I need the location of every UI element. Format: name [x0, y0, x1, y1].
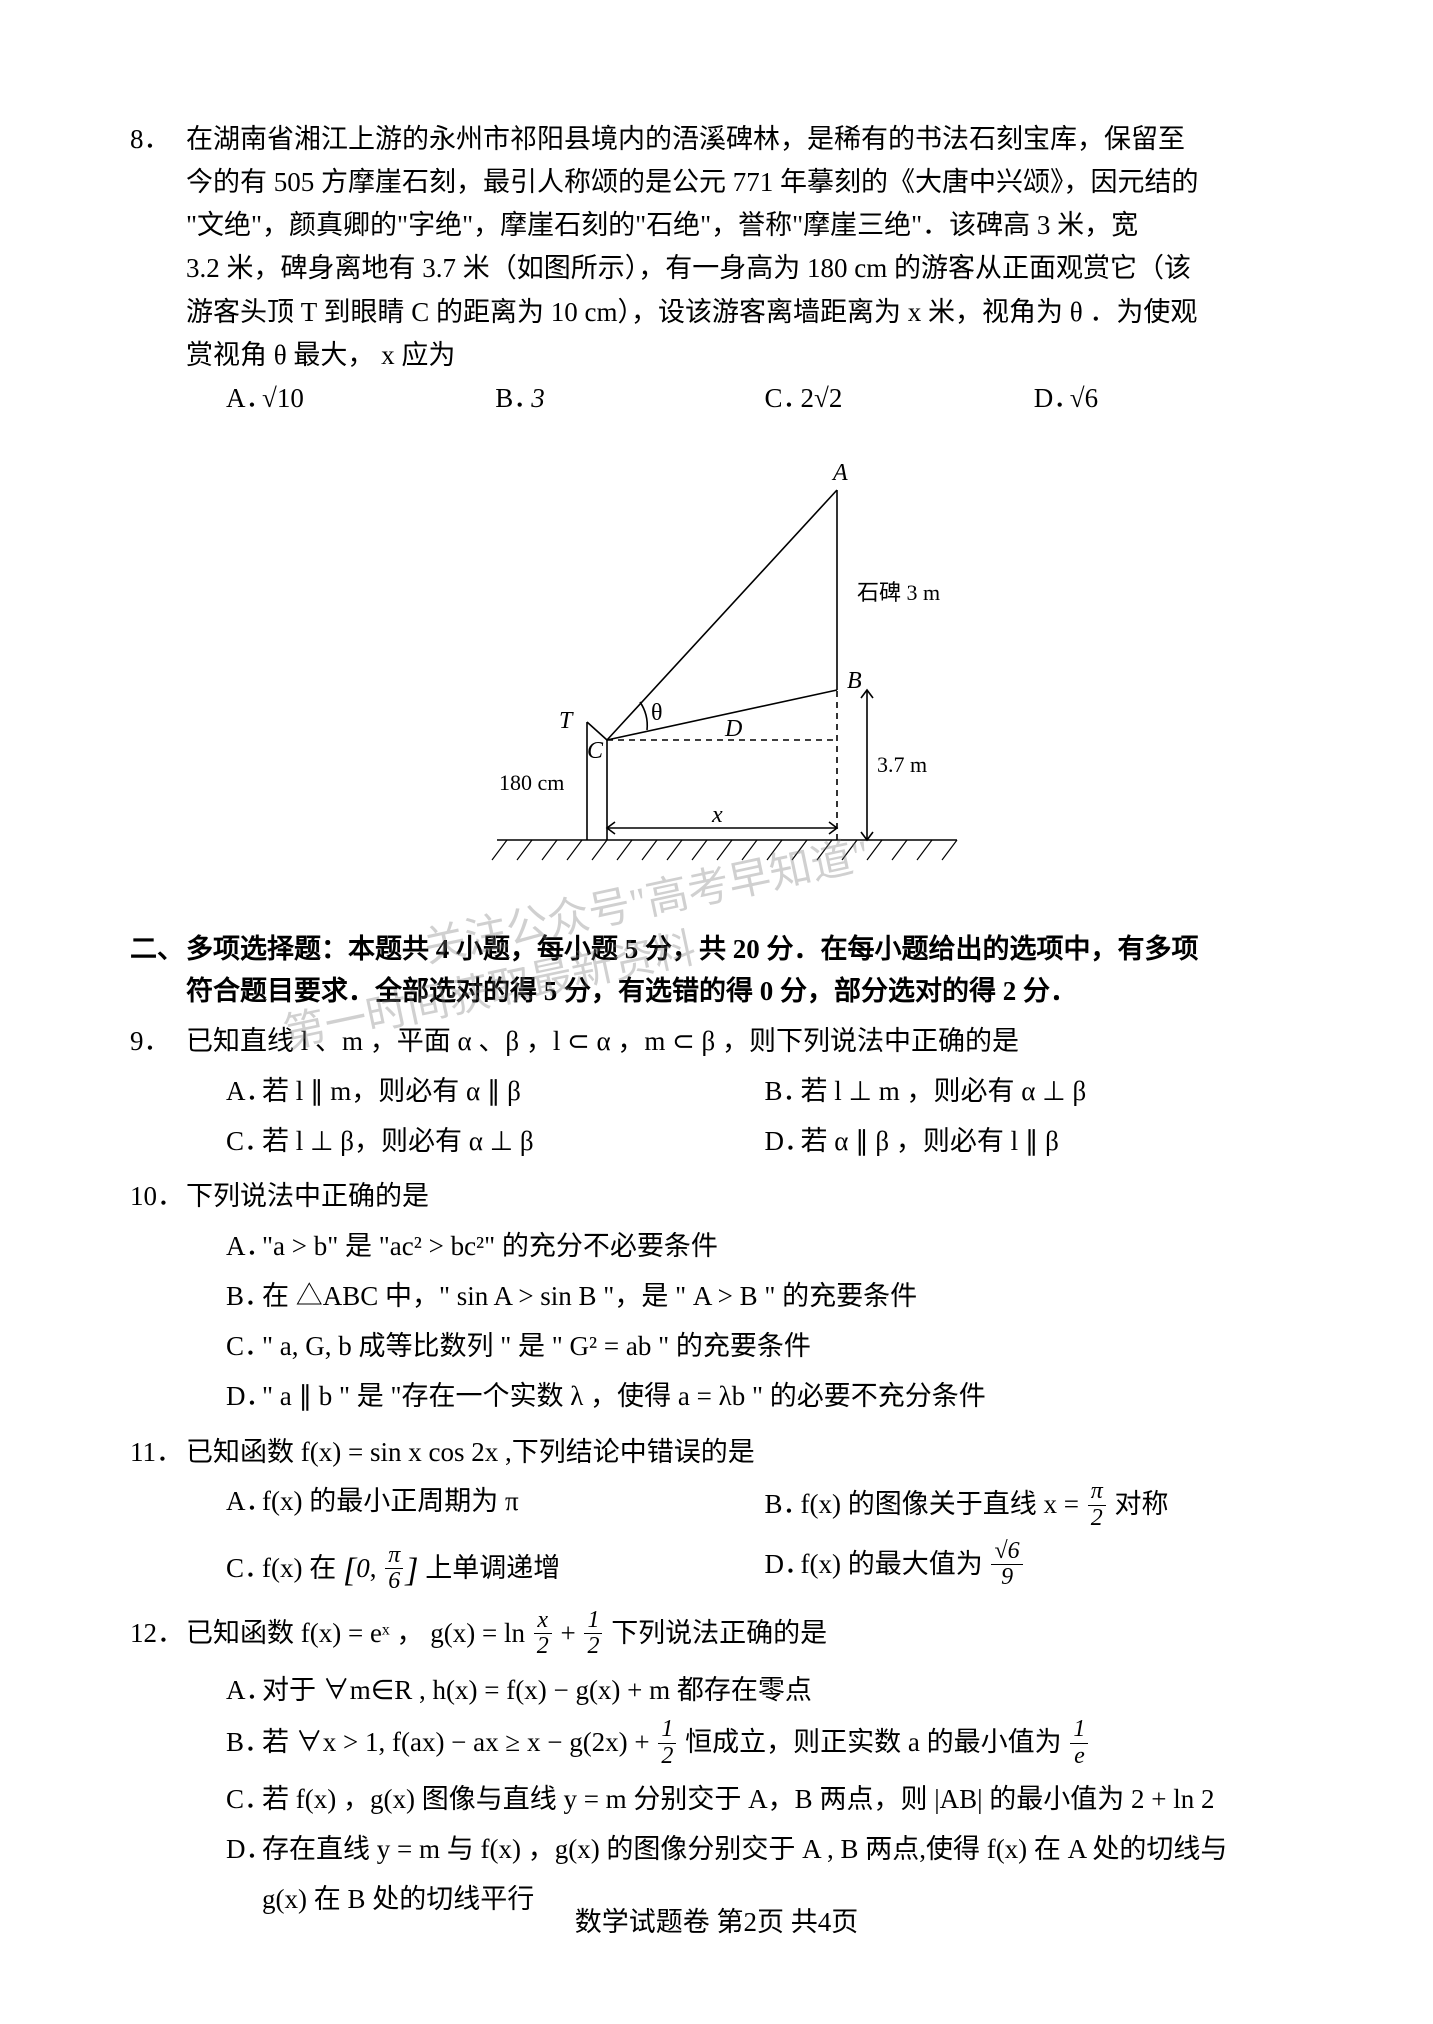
q11-option-b: B．f(x) 的图像关于直线 x = π2 对称: [765, 1477, 1304, 1536]
label-C: C: [587, 738, 604, 764]
q10-option-b: B．在 △ABC 中，" sin A > sin B "，是 " A > B "…: [226, 1272, 1303, 1322]
label-180cm: 180 cm: [499, 770, 564, 795]
q9-option-b: B．若 l ⊥ m ，则必有 α ⊥ β: [765, 1067, 1304, 1117]
q8-body-l1: 在湖南省湘江上游的永州市祁阳县境内的浯溪碑林，是稀有的书法石刻宝库，保留至: [186, 124, 1185, 154]
q8-line1: 8．在湖南省湘江上游的永州市祁阳县境内的浯溪碑林，是稀有的书法石刻宝库，保留至: [130, 120, 1303, 159]
q10-stem-line: 10．下列说法中正确的是: [130, 1176, 1303, 1218]
q8-body-l2: 今的有 505 方摩崖石刻，最引人称颂的是公元 771 年摹刻的《大唐中兴颂》，…: [130, 163, 1303, 202]
q11-option-d: D．f(x) 的最大值为 √69: [765, 1537, 1304, 1600]
section-2-title-l1: 多项选择题：本题共 4 小题，每小题 5 分，共 20 分．在每小题给出的选项中…: [186, 929, 1303, 971]
label-T: T: [559, 708, 574, 734]
frac-1-2b: 12: [658, 1717, 676, 1768]
q11-stem: 已知函数 f(x) = sin x cos 2x ,下列结论中错误的是: [186, 1437, 755, 1467]
q8-option-c: C．2√2: [765, 379, 1034, 418]
q9-option-d: D．若 α ∥ β ，则必有 l ∥ β: [765, 1117, 1304, 1167]
q10-options: A．"a > b" 是 "ac² > bc²" 的充分不必要条件 B．在 △AB…: [130, 1222, 1303, 1421]
q11-stem-line: 11．已知函数 f(x) = sin x cos 2x ,下列结论中错误的是: [130, 1432, 1303, 1474]
q8-body-l3: "文绝"，颜真卿的"字绝"，摩崖石刻的"石绝"，誉称"摩崖三绝"．该碑高 3 米…: [130, 206, 1303, 245]
opt-label-d: D．: [1034, 379, 1070, 418]
label-x: x: [711, 802, 723, 828]
q9-stem: 已知直线 l 、m ，平面 α 、β ，l ⊂ α ，m ⊂ β ，则下列说法中…: [186, 1026, 1019, 1056]
exam-page: 8．在湖南省湘江上游的永州市祁阳县境内的浯溪碑林，是稀有的书法石刻宝库，保留至 …: [0, 0, 1433, 2024]
q9-stem-line: 9．已知直线 l 、m ，平面 α 、β ，l ⊂ α ，m ⊂ β ，则下列说…: [130, 1021, 1303, 1063]
question-11: 11．已知函数 f(x) = sin x cos 2x ,下列结论中错误的是 A…: [130, 1432, 1303, 1601]
q12-option-c: C．若 f(x) ，g(x) 图像与直线 y = m 分别交于 A，B 两点，则…: [226, 1775, 1303, 1825]
section-2-header: 二、 多项选择题：本题共 4 小题，每小题 5 分，共 20 分．在每小题给出的…: [130, 929, 1303, 1013]
label-A: A: [831, 460, 848, 486]
page-footer: 数学试题卷 第2页 共4页: [0, 1902, 1433, 1944]
q12-number: 12．: [130, 1613, 186, 1655]
q9-number: 9．: [130, 1021, 186, 1063]
question-9: 9．已知直线 l 、m ，平面 α 、β ，l ⊂ α ，m ⊂ β ，则下列说…: [130, 1021, 1303, 1167]
q11-option-c: C．f(x) 在 [0, π6] 上单调递增: [226, 1537, 765, 1600]
q8-d-value: √6: [1070, 383, 1098, 413]
q8-a-value: √10: [262, 383, 304, 413]
question-12: 12．已知函数 f(x) = eˣ ， g(x) = ln x2 + 12 下列…: [130, 1610, 1303, 1924]
q12-option-a: A．对于 ∀m∈R , h(x) = f(x) − g(x) + m 都存在零点: [226, 1666, 1303, 1716]
q12-option-b: B．若 ∀x > 1, f(ax) − ax ≥ x − g(2x) + 12 …: [226, 1715, 1303, 1774]
q12-stem-line: 12．已知函数 f(x) = eˣ ， g(x) = ln x2 + 12 下列…: [130, 1610, 1303, 1661]
q10-option-a: A．"a > b" 是 "ac² > bc²" 的充分不必要条件: [226, 1222, 1303, 1272]
q8-body-l6: 赏视角 θ 最大， x 应为: [130, 336, 1303, 375]
label-B: B: [847, 668, 862, 694]
opt-label-b: B．: [495, 379, 531, 418]
q9-options: A．若 l ∥ m，则必有 α ∥ β B．若 l ⊥ m ，则必有 α ⊥ β…: [130, 1067, 1303, 1167]
frac-1-e: 1e: [1070, 1717, 1088, 1768]
q8-option-d: D．√6: [1034, 379, 1303, 418]
q8-options: A．√10 B．3 C．2√2 D．√6: [130, 379, 1303, 418]
q8-diagram-svg: A B C D T θ x 180 cm 3.7 m 石碑 3 m: [437, 430, 997, 890]
q12-option-d: D．存在直线 y = m 与 f(x) ，g(x) 的图像分别交于 A , B …: [226, 1825, 1303, 1875]
q8-number: 8．: [130, 120, 186, 159]
opt-label-c: C．: [765, 379, 801, 418]
q9-option-c: C．若 l ⊥ β，则必有 α ⊥ β: [226, 1117, 765, 1167]
q10-option-c: C．" a, G, b 成等比数列 " 是 " G² = ab " 的充要条件: [226, 1322, 1303, 1372]
frac-x-2: x2: [534, 1608, 552, 1659]
q11-option-a: A．f(x) 的最小正周期为 π: [226, 1477, 765, 1536]
q9-option-a: A．若 l ∥ m，则必有 α ∥ β: [226, 1067, 765, 1117]
q8-figure: A B C D T θ x 180 cm 3.7 m 石碑 3 m: [130, 430, 1303, 901]
label-3-7m: 3.7 m: [877, 752, 927, 777]
section-2-number: 二、: [130, 929, 186, 1013]
q8-b-value: 3: [531, 383, 545, 413]
question-8: 8．在湖南省湘江上游的永州市祁阳县境内的浯溪碑林，是稀有的书法石刻宝库，保留至 …: [130, 120, 1303, 901]
frac-sqrt6-9: √69: [991, 1539, 1022, 1590]
q8-option-a: A．√10: [226, 379, 495, 418]
frac-1-2: 12: [584, 1608, 602, 1659]
question-10: 10．下列说法中正确的是 A．"a > b" 是 "ac² > bc²" 的充分…: [130, 1176, 1303, 1421]
q8-option-b: B．3: [495, 379, 764, 418]
q8-c-value: 2√2: [801, 383, 843, 413]
q8-body-l5: 游客头顶 T 到眼睛 C 的距离为 10 cm），设该游客离墙距离为 x 米，视…: [130, 293, 1303, 332]
q10-number: 10．: [130, 1176, 186, 1218]
q11-number: 11．: [130, 1432, 186, 1474]
q11-options: A．f(x) 的最小正周期为 π B．f(x) 的图像关于直线 x = π2 对…: [130, 1477, 1303, 1600]
q12-options: A．对于 ∀m∈R , h(x) = f(x) − g(x) + m 都存在零点…: [130, 1666, 1303, 1925]
q8-body-l4: 3.2 米，碑身离地有 3.7 米（如图所示），有一身高为 180 cm 的游客…: [130, 249, 1303, 288]
section-2-body: 多项选择题：本题共 4 小题，每小题 5 分，共 20 分．在每小题给出的选项中…: [186, 929, 1303, 1013]
section-2-title-l2: 符合题目要求．全部选对的得 5 分，有选错的得 0 分，部分选对的得 2 分．: [186, 971, 1303, 1013]
q10-stem: 下列说法中正确的是: [186, 1181, 429, 1211]
frac-pi-2: π2: [1088, 1479, 1106, 1530]
label-D: D: [724, 716, 742, 742]
q10-option-d: D．" a ∥ b " 是 "存在一个实数 λ ，使得 a = λb " 的必要…: [226, 1372, 1303, 1422]
opt-label-a: A．: [226, 379, 262, 418]
frac-pi-6: π6: [385, 1543, 403, 1594]
label-stone-3m: 石碑 3 m: [857, 580, 940, 605]
label-theta: θ: [651, 700, 663, 726]
